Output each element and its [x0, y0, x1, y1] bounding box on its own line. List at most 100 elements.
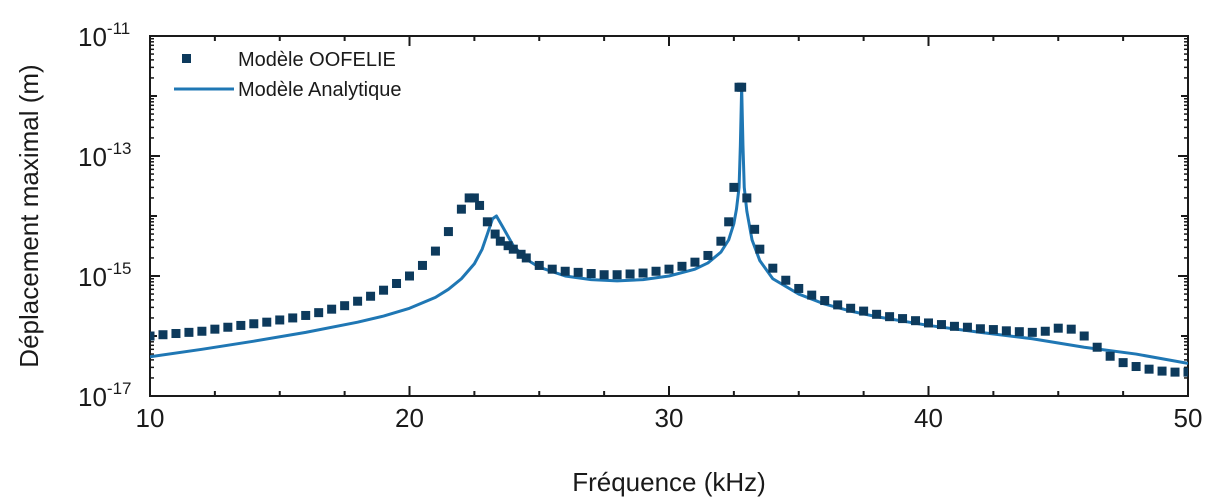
data-point-oofelie [962, 322, 972, 332]
data-point-oofelie [184, 327, 194, 337]
data-point-oofelie [301, 310, 311, 320]
data-point-oofelie [197, 326, 207, 336]
data-point-oofelie [521, 253, 531, 263]
x-tick-label: 20 [395, 403, 424, 433]
y-tick-label: 10-13 [78, 139, 132, 172]
data-point-oofelie [936, 320, 946, 330]
data-point-oofelie [1170, 367, 1180, 377]
series-layer [150, 82, 1188, 377]
data-point-oofelie [340, 301, 350, 311]
data-point-oofelie [223, 322, 233, 332]
y-tick-label: 10-17 [78, 379, 132, 412]
data-point-oofelie [1157, 366, 1167, 376]
y-tick-exponent: -15 [107, 259, 132, 278]
y-tick-exponent: -17 [107, 379, 132, 398]
y-tick-base: 10 [78, 262, 107, 292]
data-point-oofelie [1053, 323, 1063, 333]
data-point-oofelie [366, 291, 376, 301]
data-point-oofelie [664, 264, 674, 274]
data-point-oofelie [262, 317, 272, 327]
legend: Modèle OOFELIE Modèle Analytique [174, 49, 401, 101]
data-point-oofelie [534, 260, 544, 270]
data-point-oofelie [560, 266, 570, 276]
data-point-oofelie [638, 268, 648, 278]
data-point-oofelie [703, 250, 713, 260]
data-point-oofelie [547, 264, 557, 274]
data-point-oofelie [430, 246, 440, 256]
data-point-oofelie [949, 321, 959, 331]
data-point-oofelie [846, 303, 856, 313]
data-point-oofelie [1183, 367, 1188, 377]
data-point-oofelie [249, 319, 259, 329]
data-point-oofelie [1066, 324, 1076, 334]
data-point-oofelie [314, 308, 324, 318]
data-point-oofelie [1014, 327, 1024, 337]
x-axis-label: Fréquence (kHz) [572, 467, 766, 497]
data-point-oofelie [508, 244, 518, 254]
data-point-oofelie [885, 312, 895, 322]
data-point-oofelie [353, 296, 363, 306]
data-point-oofelie [807, 290, 817, 300]
data-point-oofelie [755, 244, 765, 254]
x-tick-label: 30 [655, 403, 684, 433]
data-point-oofelie [742, 193, 752, 203]
data-point-oofelie [612, 270, 622, 280]
y-tick-label: 10-11 [78, 19, 130, 52]
data-point-oofelie [988, 325, 998, 335]
y-tick-base: 10 [78, 22, 107, 52]
data-point-oofelie [651, 266, 661, 276]
data-point-oofelie [724, 217, 734, 227]
x-tick-label: 50 [1174, 403, 1203, 433]
data-point-oofelie [794, 283, 804, 293]
data-point-oofelie [1105, 351, 1115, 361]
legend-label-oofelie: Modèle OOFELIE [238, 49, 396, 71]
data-point-oofelie [490, 229, 500, 239]
legend-marker-oofelie [182, 54, 191, 63]
data-point-oofelie [236, 320, 246, 330]
data-point-oofelie [171, 329, 181, 339]
data-point-oofelie [503, 241, 513, 251]
data-point-oofelie [750, 224, 760, 234]
y-axis-label: Déplacement maximal (m) [14, 64, 44, 367]
data-point-oofelie [443, 227, 453, 237]
axis-ticks [149, 35, 1189, 397]
data-point-oofelie [150, 331, 155, 341]
data-point-oofelie [859, 306, 869, 316]
data-point-oofelie [898, 314, 908, 324]
data-point-oofelie [1079, 331, 1089, 341]
data-point-oofelie [495, 236, 505, 246]
data-point-oofelie [158, 330, 168, 340]
data-point-oofelie [210, 324, 220, 334]
data-point-oofelie [288, 313, 298, 323]
data-point-oofelie [1027, 327, 1037, 337]
data-point-oofelie [405, 271, 414, 281]
y-tick-base: 10 [78, 142, 107, 172]
x-tick-label: 10 [136, 403, 165, 433]
data-point-oofelie [1001, 326, 1011, 336]
data-point-oofelie [1040, 326, 1050, 336]
legend-label-analytique: Modèle Analytique [238, 79, 401, 101]
data-point-oofelie [599, 270, 609, 280]
data-point-oofelie [768, 263, 778, 273]
data-point-oofelie [482, 217, 492, 227]
data-point-oofelie [1144, 364, 1154, 374]
data-point-oofelie [417, 260, 427, 270]
y-tick-exponent: -13 [107, 139, 132, 158]
data-point-oofelie [392, 278, 402, 288]
data-point-oofelie [729, 182, 739, 192]
data-point-oofelie [625, 269, 635, 279]
data-point-oofelie [737, 82, 747, 92]
data-point-oofelie [475, 200, 485, 210]
y-tick-base: 10 [78, 382, 107, 412]
data-point-oofelie [677, 261, 687, 271]
data-point-oofelie [464, 193, 474, 203]
data-point-oofelie [456, 204, 466, 214]
data-point-oofelie [327, 304, 337, 314]
data-point-oofelie [911, 316, 921, 326]
x-tick-labels: 10 20 30 40 50 [136, 403, 1203, 433]
data-point-oofelie [275, 315, 285, 325]
y-tick-exponent: -11 [107, 19, 130, 38]
x-tick-label: 40 [914, 403, 943, 433]
